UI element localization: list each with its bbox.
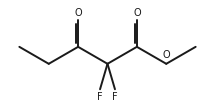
Text: F: F <box>97 92 103 102</box>
Text: O: O <box>133 8 141 18</box>
Text: O: O <box>74 8 82 18</box>
Text: O: O <box>163 50 170 60</box>
Text: F: F <box>112 92 118 102</box>
